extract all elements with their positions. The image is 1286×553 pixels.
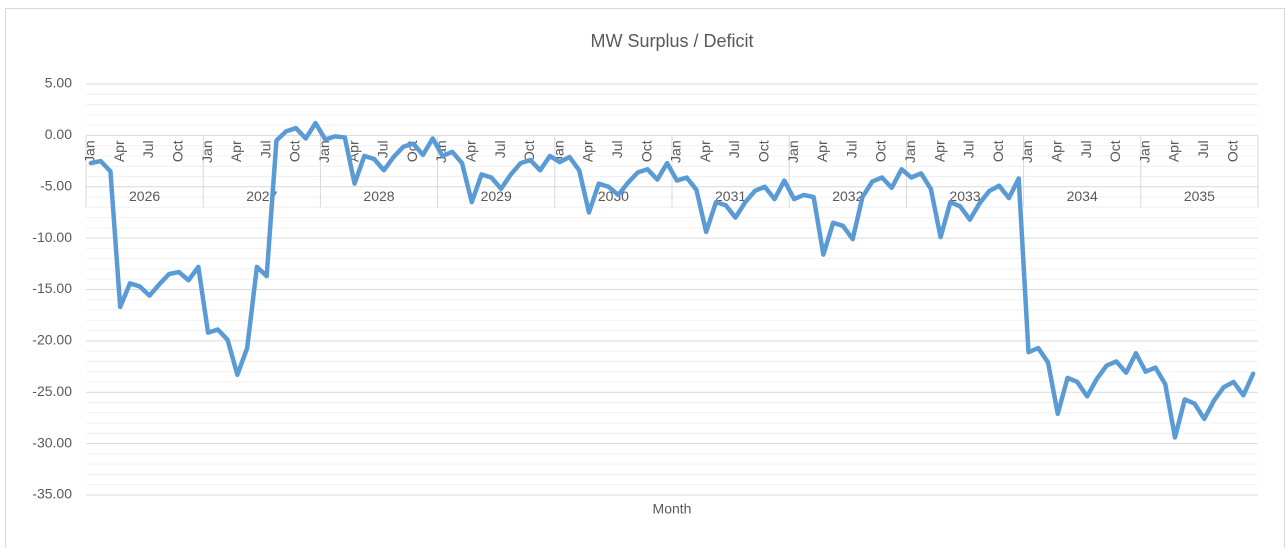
year-label: 2026: [129, 188, 160, 204]
chart-border: [5, 8, 1285, 553]
x-tick-label: Jan: [1019, 140, 1035, 163]
y-tick-label: -35.00: [32, 486, 72, 502]
x-tick-label: Jul: [609, 140, 625, 158]
year-label: 2033: [949, 188, 980, 204]
x-tick-label: Oct: [1224, 140, 1240, 162]
x-tick-label: Jul: [843, 140, 859, 158]
y-tick-label: -15.00: [32, 280, 72, 296]
x-tick-label: Apr: [1048, 140, 1064, 162]
y-tick-label: -10.00: [32, 229, 72, 245]
x-axis-label: Month: [653, 501, 692, 517]
x-tick-label: Oct: [1107, 140, 1123, 162]
data-line: [88, 120, 1256, 440]
x-tick-label: Jan: [785, 140, 801, 163]
x-tick-label: Apr: [111, 140, 127, 162]
x-tick-label: Jul: [1195, 140, 1211, 158]
x-tick-label: Jul: [726, 140, 742, 158]
x-tick-label: Jul: [257, 140, 273, 158]
x-tick-label: Apr: [228, 140, 244, 162]
y-tick-label: -30.00: [32, 434, 72, 450]
x-tick-label: Jan: [902, 140, 918, 163]
x-tick-label: Apr: [462, 140, 478, 162]
year-label: 2029: [481, 188, 512, 204]
x-tick-label: Jul: [961, 140, 977, 158]
y-tick-label: -25.00: [32, 383, 72, 399]
x-tick-label: Apr: [697, 140, 713, 162]
x-tick-label: Jan: [82, 140, 98, 163]
x-tick-label: Jul: [1078, 140, 1094, 158]
x-tick-label: Oct: [755, 140, 771, 162]
x-tick-label: Oct: [638, 140, 654, 162]
x-tick-label: Oct: [873, 140, 889, 162]
x-tick-label: Jan: [199, 140, 215, 163]
y-tick-label: -20.00: [32, 332, 72, 348]
x-tick-label: Oct: [990, 140, 1006, 162]
y-tick-label: 0.00: [45, 126, 72, 142]
x-tick-label: Apr: [814, 140, 830, 162]
year-label: 2035: [1184, 188, 1215, 204]
x-tick-label: Apr: [580, 140, 596, 162]
x-tick-label: Apr: [931, 140, 947, 162]
year-label: 2027: [246, 188, 277, 204]
x-tick-label: Jul: [375, 140, 391, 158]
y-tick-label: 5.00: [45, 75, 72, 91]
y-tick-label: -5.00: [40, 177, 72, 193]
year-label: 2032: [832, 188, 863, 204]
x-tick-label: Apr: [1166, 140, 1182, 162]
x-tick-label: Oct: [521, 140, 537, 162]
x-tick-label: Jan: [668, 140, 684, 163]
x-tick-label: Jan: [316, 140, 332, 163]
year-label: 2034: [1067, 188, 1098, 204]
x-tick-label: Jan: [1136, 140, 1152, 163]
year-label: 2031: [715, 188, 746, 204]
x-tick-label: Oct: [287, 140, 303, 162]
chart-title: MW Surplus / Deficit: [590, 31, 753, 51]
x-tick-label: Jul: [140, 140, 156, 158]
x-tick-label: Jul: [492, 140, 508, 158]
x-tick-label: Oct: [169, 140, 185, 162]
year-label: 2028: [363, 188, 394, 204]
